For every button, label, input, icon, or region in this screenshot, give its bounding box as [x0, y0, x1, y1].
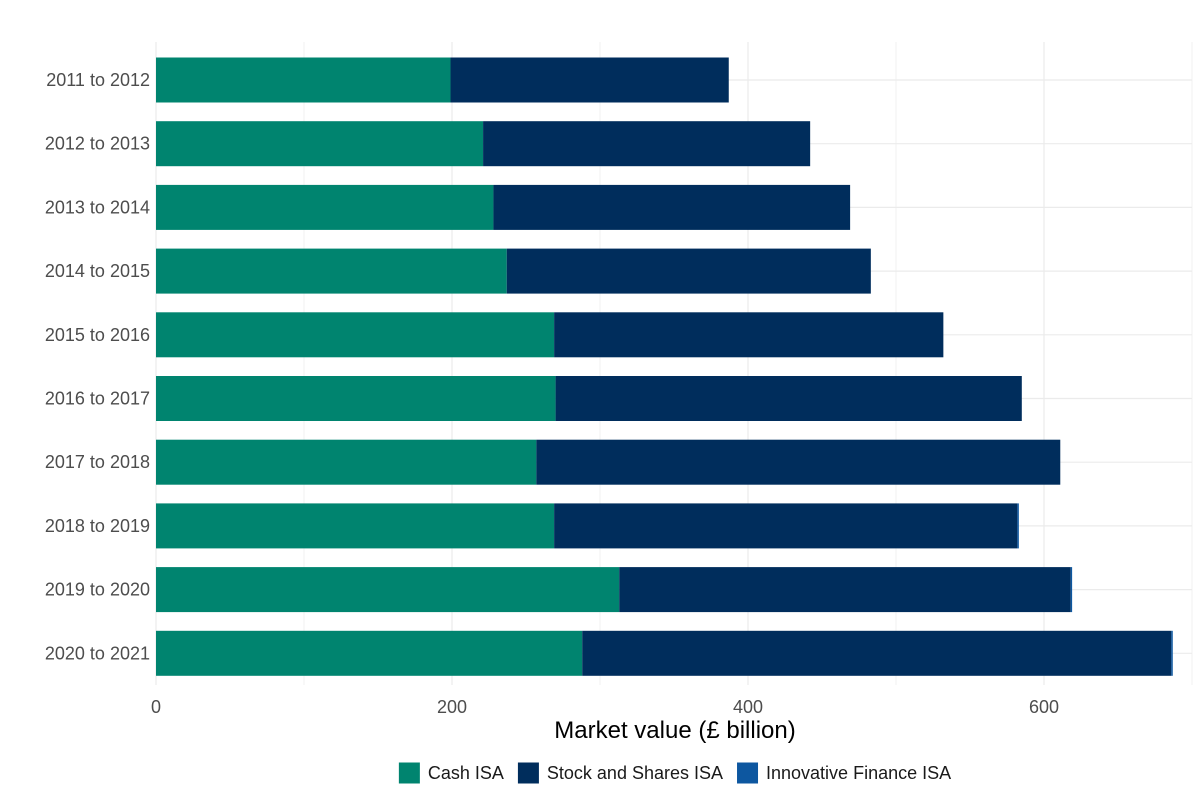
bar-cash-isa-2014-to-2015 [156, 248, 507, 294]
y-tick-label: 2016 to 2017 [45, 389, 150, 409]
bar-cash-isa-2012-to-2013 [156, 121, 484, 167]
bars-layer [156, 57, 1173, 676]
y-tick-label: 2018 to 2019 [45, 516, 150, 536]
y-tick-label: 2017 to 2018 [45, 452, 150, 472]
y-tick-label: 2013 to 2014 [45, 197, 150, 217]
bar-stock-and-shares-isa-2017-to-2018 [536, 439, 1061, 485]
y-tick-label: 2014 to 2015 [45, 261, 150, 281]
bar-stock-and-shares-isa-2019-to-2020 [619, 567, 1071, 613]
bar-cash-isa-2015-to-2016 [156, 312, 555, 358]
x-axis-labels: 0 200 400 600 [151, 697, 1059, 717]
bar-cash-isa-2013-to-2014 [156, 184, 494, 230]
bar-stock-and-shares-isa-2014-to-2015 [506, 248, 871, 294]
bar-innovative-finance-isa-2019-to-2020 [1070, 567, 1073, 613]
legend-label-innovative-finance-isa: Innovative Finance ISA [766, 763, 951, 783]
bar-stock-and-shares-isa-2013-to-2014 [493, 184, 851, 230]
x-tick-label: 400 [733, 697, 763, 717]
bar-cash-isa-2019-to-2020 [156, 567, 620, 613]
bar-cash-isa-2018-to-2019 [156, 503, 555, 549]
x-tick-label: 600 [1029, 697, 1059, 717]
legend-swatch-innovative-finance-isa [737, 762, 759, 784]
legend: Cash ISA Stock and Shares ISA Innovative F… [398, 762, 951, 784]
x-tick-label: 200 [437, 697, 467, 717]
y-tick-label: 2015 to 2016 [45, 325, 150, 345]
y-axis-labels: 2011 to 2012 2012 to 2013 2013 to 2014 2014… [45, 70, 150, 663]
legend-label-cash-isa: Cash ISA [428, 763, 504, 783]
bar-stock-and-shares-isa-2018-to-2019 [554, 503, 1018, 549]
bar-stock-and-shares-isa-2012-to-2013 [483, 121, 811, 167]
bar-stock-and-shares-isa-2015-to-2016 [554, 312, 944, 358]
y-tick-label: 2012 to 2013 [45, 134, 150, 154]
x-axis-title: Market value (£ billion) [554, 717, 795, 744]
legend-swatch-cash-isa [398, 762, 420, 784]
y-tick-label: 2011 to 2012 [46, 70, 150, 90]
bar-stock-and-shares-isa-2020-to-2021 [582, 630, 1172, 676]
bar-stock-and-shares-isa-2011-to-2012 [450, 57, 729, 103]
bar-cash-isa-2017-to-2018 [156, 439, 537, 485]
legend-swatch-stock-and-shares-isa [517, 762, 539, 784]
legend-label-stock-and-shares-isa: Stock and Shares ISA [547, 763, 723, 783]
bar-cash-isa-2020-to-2021 [156, 630, 583, 676]
bar-innovative-finance-isa-2020-to-2021 [1171, 630, 1173, 676]
x-tick-label: 0 [151, 697, 161, 717]
bar-innovative-finance-isa-2018-to-2019 [1017, 503, 1019, 549]
bar-stock-and-shares-isa-2016-to-2017 [555, 376, 1022, 421]
bar-cash-isa-2016-to-2017 [156, 376, 556, 421]
bar-cash-isa-2011-to-2012 [156, 57, 451, 103]
y-tick-label: 2020 to 2021 [45, 643, 150, 663]
y-tick-label: 2019 to 2020 [45, 580, 150, 600]
